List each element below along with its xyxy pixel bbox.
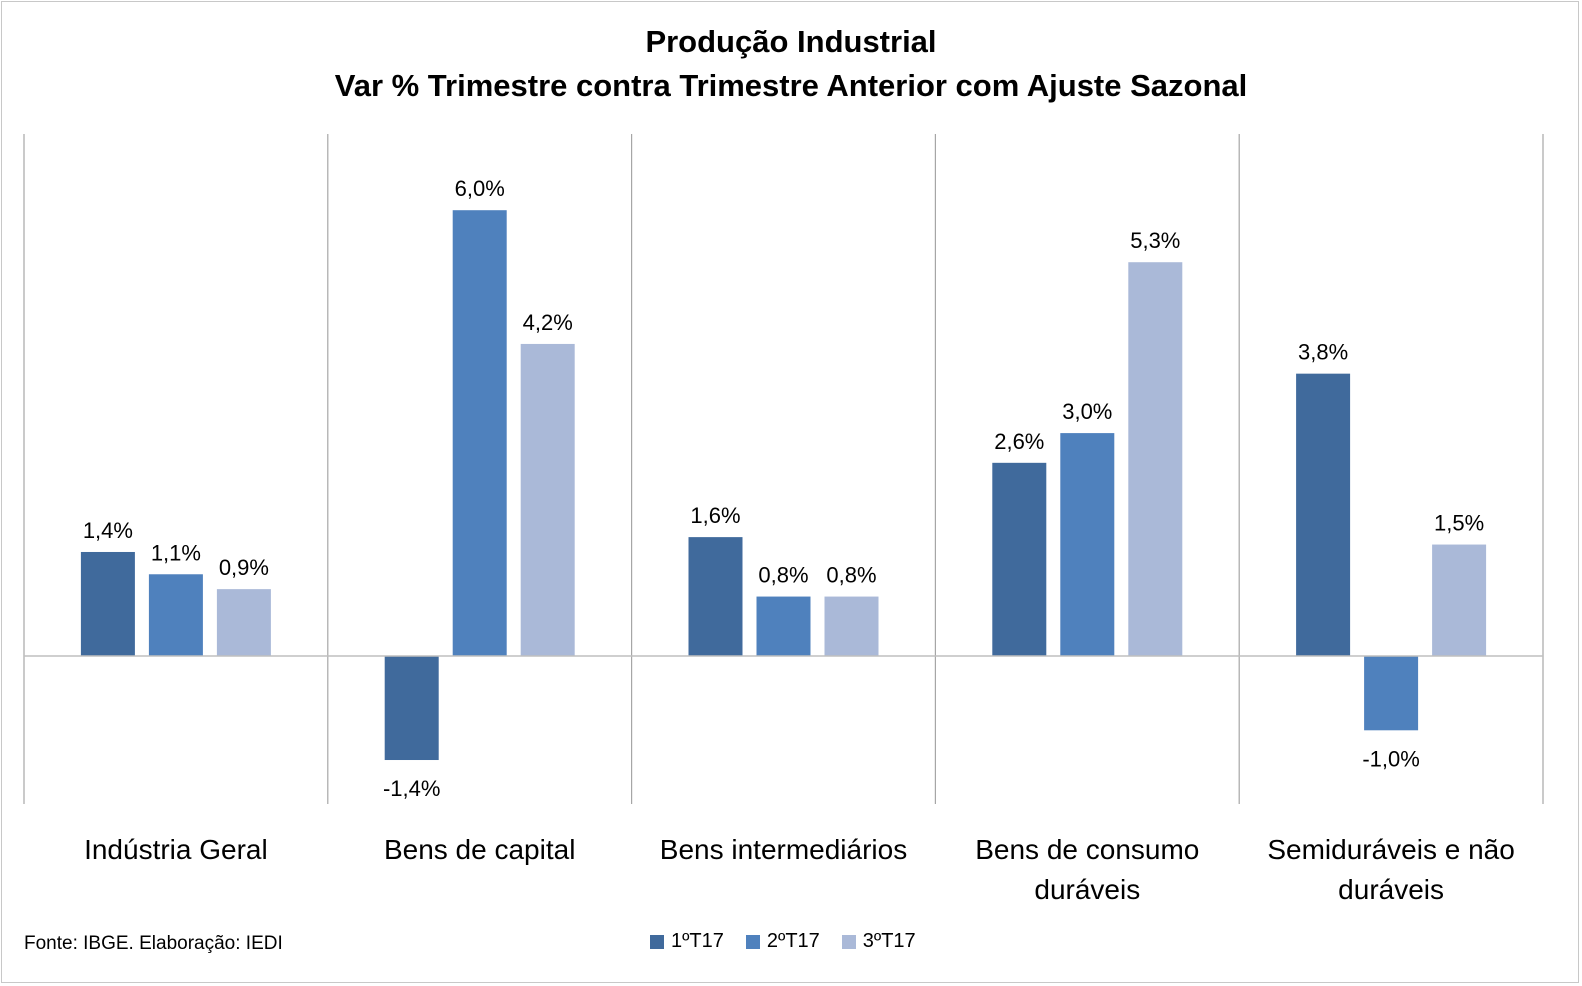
bar <box>1060 433 1115 656</box>
legend-swatch-3 <box>841 934 856 949</box>
legend-item-2: 2ºT17 <box>745 930 820 953</box>
legend-swatch-2 <box>745 934 760 949</box>
data-label: 0,8% <box>826 563 876 588</box>
data-label: -1,4% <box>383 776 440 801</box>
bar <box>992 462 1047 656</box>
category-label: Indústria Geral <box>84 834 268 865</box>
data-label: 3,8% <box>1298 340 1348 365</box>
chart-title: Produção Industrial <box>645 24 937 59</box>
data-label: 1,6% <box>690 503 740 528</box>
data-label: 2,6% <box>994 429 1044 454</box>
bar <box>384 656 439 761</box>
legend-label-1: 1ºT17 <box>671 930 724 952</box>
legend-label-2: 2ºT17 <box>766 930 820 952</box>
bar <box>80 551 135 656</box>
legend-swatch-1 <box>650 934 664 949</box>
bar <box>1432 544 1487 656</box>
bar <box>520 343 575 656</box>
legend-item-1: 1ºT17 <box>650 930 724 953</box>
data-label: -1,0% <box>1362 746 1419 771</box>
category-label: Bens de capital <box>384 834 575 865</box>
data-label: 5,3% <box>1130 228 1180 253</box>
legend-item-3: 3ºT17 <box>841 930 916 953</box>
data-label: 0,9% <box>219 555 269 580</box>
bar <box>216 589 271 656</box>
bar <box>756 596 811 656</box>
category-label: duráveis <box>1034 874 1140 905</box>
data-label: 0,8% <box>758 563 808 588</box>
category-label: Semiduráveis e não <box>1267 834 1514 865</box>
legend-label-3: 3ºT17 <box>862 930 916 952</box>
data-label: 4,2% <box>523 310 573 335</box>
category-label: Bens de consumo <box>975 834 1199 865</box>
category-label: Bens intermediários <box>660 834 907 865</box>
data-label: 1,5% <box>1434 511 1484 536</box>
bar <box>1364 656 1419 731</box>
chart-subtitle: Var % Trimestre contra Trimestre Anterio… <box>334 68 1248 103</box>
data-label: 1,4% <box>83 518 133 543</box>
bar <box>1296 373 1351 656</box>
source-note: Fonte: IBGE. Elaboração: IEDI <box>24 933 283 954</box>
data-label: 1,1% <box>151 540 201 565</box>
bar <box>148 574 203 656</box>
legend: 1ºT17 2ºT17 3ºT17 <box>650 930 938 953</box>
bar <box>452 210 507 656</box>
bar <box>824 596 879 656</box>
data-label: 6,0% <box>455 176 505 201</box>
bar <box>688 537 743 656</box>
data-label: 3,0% <box>1062 399 1112 424</box>
bar <box>1128 262 1183 656</box>
category-label: duráveis <box>1338 874 1444 905</box>
